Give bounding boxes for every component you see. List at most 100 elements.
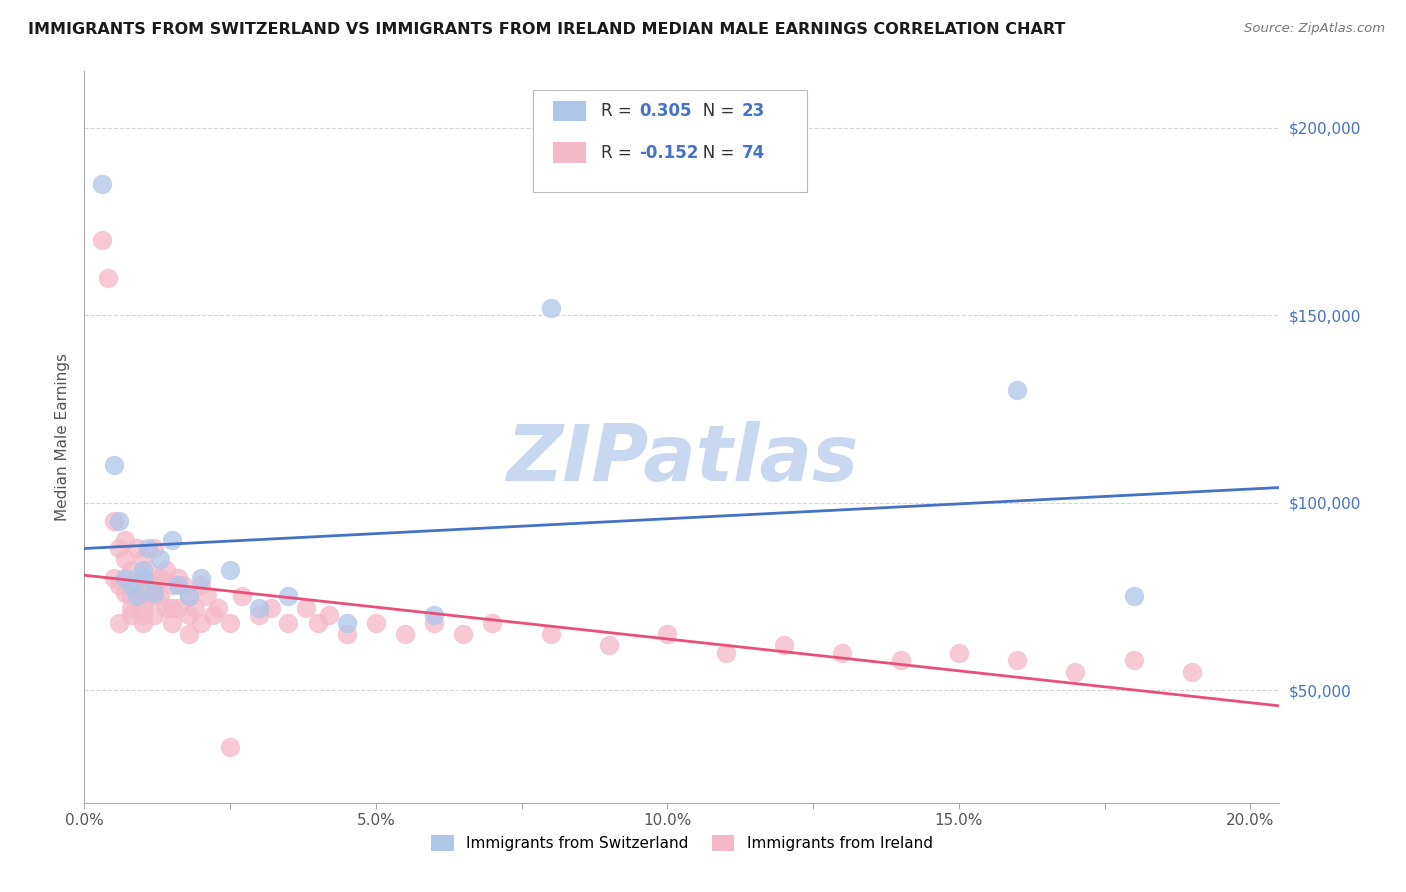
Point <box>831 646 853 660</box>
Point <box>540 301 562 315</box>
Point <box>138 563 160 577</box>
Point <box>103 515 125 529</box>
Point <box>190 571 212 585</box>
Text: N =: N = <box>686 144 740 161</box>
Point <box>190 615 212 630</box>
Point <box>247 600 270 615</box>
Point <box>131 571 153 585</box>
Point <box>598 638 620 652</box>
Point <box>143 590 166 604</box>
Point <box>155 563 177 577</box>
Point <box>714 646 737 660</box>
Text: Source: ZipAtlas.com: Source: ZipAtlas.com <box>1244 22 1385 36</box>
Point <box>108 578 131 592</box>
Text: 23: 23 <box>742 102 765 120</box>
Legend: Immigrants from Switzerland, Immigrants from Ireland: Immigrants from Switzerland, Immigrants … <box>425 830 939 857</box>
Point <box>108 615 131 630</box>
Point <box>155 600 177 615</box>
Text: R =: R = <box>600 102 637 120</box>
Point <box>103 458 125 473</box>
Point <box>184 600 207 615</box>
Point <box>166 578 188 592</box>
Point <box>160 615 183 630</box>
Y-axis label: Median Male Earnings: Median Male Earnings <box>55 353 70 521</box>
Point <box>90 233 112 247</box>
Point <box>318 608 340 623</box>
Point <box>307 615 329 630</box>
Point <box>207 600 229 615</box>
Point <box>149 571 172 585</box>
Point <box>190 578 212 592</box>
Point <box>90 177 112 191</box>
Point <box>453 627 475 641</box>
Point <box>120 578 142 592</box>
Point <box>1005 383 1028 397</box>
Text: ZIPatlas: ZIPatlas <box>506 421 858 497</box>
Point <box>948 646 970 660</box>
Point <box>423 608 446 623</box>
Point <box>114 552 136 566</box>
Point <box>149 590 172 604</box>
Point <box>114 533 136 548</box>
Point <box>97 270 120 285</box>
Point <box>219 615 242 630</box>
Point <box>143 608 166 623</box>
Point <box>1122 590 1144 604</box>
Point <box>103 571 125 585</box>
Point <box>336 615 359 630</box>
Point <box>295 600 318 615</box>
Point <box>138 541 160 555</box>
FancyBboxPatch shape <box>553 101 586 121</box>
Point <box>131 578 153 592</box>
Point <box>364 615 387 630</box>
Point <box>125 541 148 555</box>
Point <box>125 590 148 604</box>
Point <box>172 578 194 592</box>
Text: IMMIGRANTS FROM SWITZERLAND VS IMMIGRANTS FROM IRELAND MEDIAN MALE EARNINGS CORR: IMMIGRANTS FROM SWITZERLAND VS IMMIGRANT… <box>28 22 1066 37</box>
Point <box>195 590 218 604</box>
Text: 0.305: 0.305 <box>638 102 692 120</box>
Point <box>166 600 188 615</box>
Point <box>131 552 153 566</box>
Point <box>143 541 166 555</box>
Text: 74: 74 <box>742 144 765 161</box>
Point <box>125 571 148 585</box>
Point <box>1005 653 1028 667</box>
Point <box>160 578 183 592</box>
Point <box>149 552 172 566</box>
Point <box>1122 653 1144 667</box>
Point <box>231 590 253 604</box>
Point <box>179 608 201 623</box>
Point <box>277 615 299 630</box>
Point <box>277 590 299 604</box>
Point <box>1181 665 1204 679</box>
Point <box>166 571 188 585</box>
Point <box>247 608 270 623</box>
Point <box>179 590 201 604</box>
Point <box>138 590 160 604</box>
Point <box>108 541 131 555</box>
Point <box>179 627 201 641</box>
Point <box>1064 665 1087 679</box>
Point <box>657 627 679 641</box>
Point <box>219 563 242 577</box>
Point <box>160 600 183 615</box>
Point <box>108 515 131 529</box>
Point <box>889 653 911 667</box>
Text: N =: N = <box>686 102 740 120</box>
Point <box>481 615 503 630</box>
Point <box>120 590 142 604</box>
Point <box>394 627 416 641</box>
Point <box>260 600 283 615</box>
Text: -0.152: -0.152 <box>638 144 699 161</box>
Point <box>120 563 142 577</box>
Point <box>114 571 136 585</box>
Point <box>160 533 183 548</box>
Point <box>114 586 136 600</box>
Point <box>131 563 153 577</box>
Point <box>131 608 153 623</box>
Point <box>125 590 148 604</box>
Point <box>179 590 201 604</box>
Point <box>120 600 142 615</box>
Point <box>219 739 242 754</box>
